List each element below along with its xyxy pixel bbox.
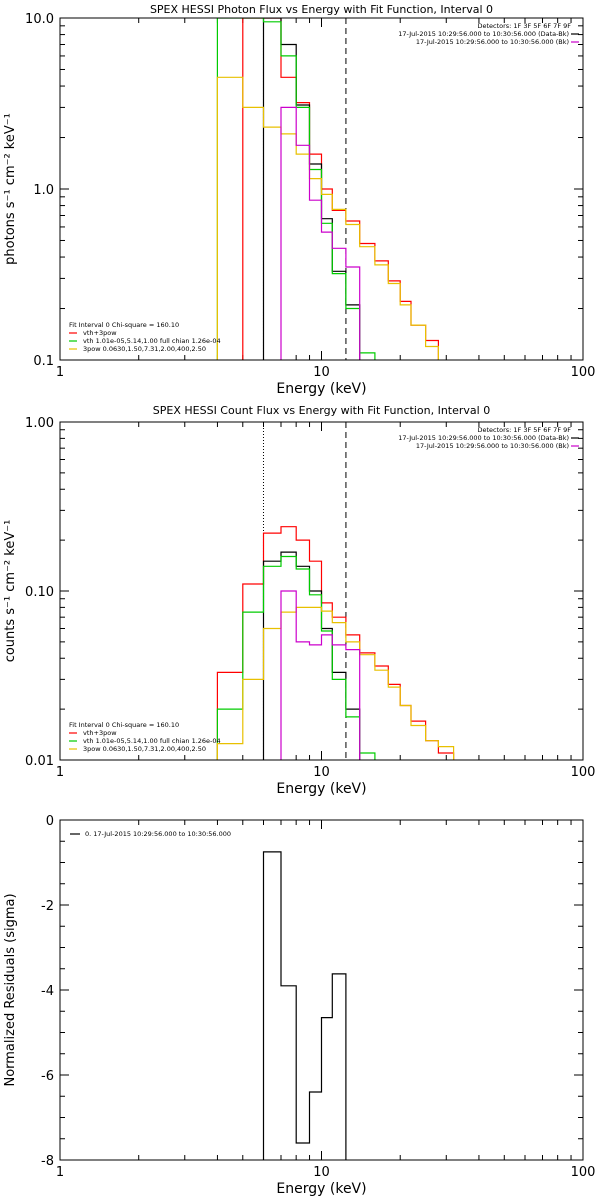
series-bk — [280, 590, 361, 760]
x-tick-label: 1 — [56, 365, 64, 380]
x-axis-label: Energy (keV) — [276, 1181, 366, 1197]
y-axis-label: photons s⁻¹ cm⁻² keV⁻¹ — [3, 113, 18, 265]
x-tick-label: 10 — [313, 765, 330, 780]
series-3pow — [216, 606, 455, 760]
y-tick-label: -2 — [41, 899, 54, 914]
y-tick-label: 0 — [46, 814, 54, 829]
legend-label: 0. 17-Jul-2015 10:29:56.000 to 10:30:56.… — [85, 830, 231, 838]
legend-label: 3pow 0.0630,1.50,7.31,2.00,400,2.50 — [83, 345, 206, 353]
legend-label: 17-Jul-2015 10:29:56.000 to 10:30:56.000… — [398, 434, 569, 442]
x-tick-label: 1 — [56, 1165, 64, 1180]
x-axis-label: Energy (keV) — [276, 781, 366, 797]
plot-frame — [59, 819, 584, 1161]
x-tick-label: 10 — [313, 365, 330, 380]
x-axis-label: Energy (keV) — [276, 381, 366, 397]
legend-label: vth 1.01e-05,5.14,1.00 full chian 1.26e-… — [83, 337, 221, 345]
panel-2: SPEX HESSI Count Flux vs Energy with Fit… — [3, 404, 595, 797]
legend-label: 17-Jul-2015 10:29:56.000 to 10:30:56.000… — [416, 38, 569, 46]
panel-3: 1 10 100 -8 -6 -4 -2 0 Energy (keV) Normalized Re… — [3, 814, 595, 1197]
legend-label: vth 1.01e-05,5.14,1.00 full chian 1.26e-… — [83, 737, 221, 745]
x-tick-label: 1 — [56, 765, 64, 780]
series-bk — [280, 106, 361, 360]
y-tick-label: -8 — [41, 1154, 54, 1169]
legend-detectors: Detectors: 1F 3F 5F 6F 7F 9F — [477, 22, 571, 30]
y-tick-label: 10.0 — [25, 12, 54, 27]
chart-title: SPEX HESSI Photon Flux vs Energy with Fi… — [150, 3, 493, 16]
y-tick-label: 0.10 — [25, 585, 54, 600]
plot-frame — [59, 421, 584, 761]
series-vth — [216, 18, 376, 360]
legend-label: Fit Interval 0 Chi-square = 160.10 — [69, 321, 179, 329]
legend-label: 17-Jul-2015 10:29:56.000 to 10:30:56.000… — [398, 30, 569, 38]
plot-frame — [59, 17, 584, 361]
series-vth — [216, 555, 376, 760]
series-vth-3pow — [242, 18, 439, 360]
panel-1: SPEX HESSI Photon Flux vs Energy with Fi… — [3, 3, 595, 397]
legend-label: vth+3pow — [83, 329, 117, 337]
series-data-bk — [262, 18, 361, 360]
series-data-bk — [262, 551, 361, 760]
y-tick-label: -6 — [41, 1069, 54, 1084]
legend-label: Fit Interval 0 Chi-square = 160.10 — [69, 721, 179, 729]
legend-detectors: Detectors: 1F 3F 5F 6F 7F 9F — [477, 426, 571, 434]
y-axis-label: counts s⁻¹ cm⁻² keV⁻¹ — [3, 520, 18, 663]
legend-label: 17-Jul-2015 10:29:56.000 to 10:30:56.000… — [416, 442, 569, 450]
series-0-17-jul-2015-10-29-56-000-to-10-30-56-000 — [262, 851, 347, 1160]
y-tick-label: 1.00 — [25, 416, 54, 431]
y-tick-label: 1.0 — [33, 183, 54, 198]
x-tick-label: 100 — [571, 1165, 596, 1180]
series-3pow — [216, 76, 439, 360]
y-axis-label: Normalized Residuals (sigma) — [3, 893, 18, 1086]
legend-label: 3pow 0.0630,1.50,7.31,2.00,400,2.50 — [83, 745, 206, 753]
x-tick-label: 100 — [571, 365, 596, 380]
y-tick-label: -4 — [41, 984, 54, 999]
x-tick-label: 100 — [571, 765, 596, 780]
x-tick-label: 10 — [313, 1165, 330, 1180]
legend-label: vth+3pow — [83, 729, 117, 737]
chart-title: SPEX HESSI Count Flux vs Energy with Fit… — [153, 404, 490, 417]
y-tick-label: 0.1 — [33, 354, 54, 369]
y-tick-label: 0.01 — [25, 754, 54, 769]
